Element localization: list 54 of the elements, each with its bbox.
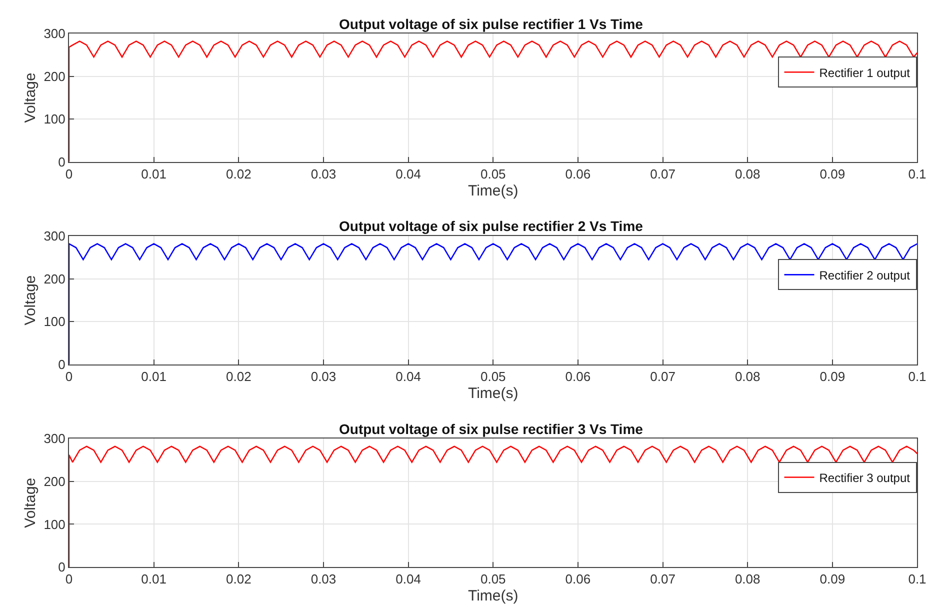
x-tick-label: 0.07 (650, 369, 676, 384)
y-tick-label: 100 (44, 314, 66, 330)
x-tick-label: 0.05 (480, 369, 506, 384)
x-tick-label: 0.01 (141, 369, 166, 384)
legend-label: Rectifier 3 output (819, 470, 911, 485)
x-tick-label: 0.08 (734, 369, 760, 384)
y-axis-title: Voltage (22, 72, 39, 123)
x-tick-label: 0.03 (310, 369, 336, 384)
x-tick-label: 0.06 (565, 572, 591, 587)
x-tick-label: 0.1 (908, 369, 926, 384)
x-tick-label: 0.08 (734, 166, 760, 182)
x-axis-title: Time(s) (468, 385, 518, 402)
x-tick-label: 0.06 (565, 166, 591, 182)
y-axis-title: Voltage (22, 478, 39, 528)
x-tick-label: 0.03 (310, 572, 336, 587)
x-tick-label: 0.01 (141, 166, 166, 182)
legend-label: Rectifier 2 output (819, 268, 911, 282)
y-tick-label: 300 (44, 26, 66, 42)
legend-label: Rectifier 1 output (819, 66, 911, 80)
x-axis-title: Time(s) (468, 182, 518, 200)
x-tick-label: 0.04 (396, 166, 421, 182)
x-tick-label: 0.04 (396, 369, 421, 384)
y-tick-label: 0 (58, 560, 66, 575)
x-tick-label: 0.05 (480, 166, 506, 182)
x-axis-title: Time(s) (468, 588, 518, 605)
x-tick-label: 0.08 (734, 572, 760, 587)
x-tick-label: 0.05 (480, 572, 506, 587)
x-tick-label: 0.02 (226, 572, 252, 587)
x-tick-label: 0.09 (820, 166, 846, 182)
x-tick-label: 0.07 (650, 572, 676, 587)
x-tick-label: 0.06 (565, 369, 591, 384)
x-tick-label: 0.02 (226, 166, 252, 182)
y-tick-label: 300 (44, 431, 66, 446)
y-tick-label: 100 (44, 516, 66, 532)
x-tick-label: 0.09 (820, 572, 846, 587)
y-tick-label: 0 (58, 356, 66, 372)
y-tick-label: 200 (44, 271, 66, 286)
x-tick-label: 0.04 (396, 572, 421, 587)
x-tick-label: 0.1 (908, 166, 926, 182)
x-tick-label: 0.1 (908, 572, 926, 587)
x-tick-label: 0.07 (650, 166, 676, 182)
x-tick-label: 0.01 (141, 572, 166, 587)
y-tick-label: 200 (44, 68, 66, 84)
y-tick-label: 100 (44, 112, 66, 127)
chart-title: Output voltage of six pulse rectifier 3 Vs Time (339, 421, 644, 437)
x-tick-label: 0.02 (226, 369, 252, 384)
y-axis-title: Voltage (22, 275, 39, 326)
y-tick-label: 300 (44, 228, 66, 244)
x-tick-label: 0.09 (820, 369, 846, 384)
y-tick-label: 200 (44, 474, 66, 489)
y-tick-label: 0 (58, 154, 66, 170)
chart-title: Output voltage of six pulse rectifier 1 Vs Time (339, 16, 644, 32)
chart-title: Output voltage of six pulse rectifier 2 Vs Time (339, 218, 644, 234)
x-tick-label: 0.03 (310, 166, 336, 182)
